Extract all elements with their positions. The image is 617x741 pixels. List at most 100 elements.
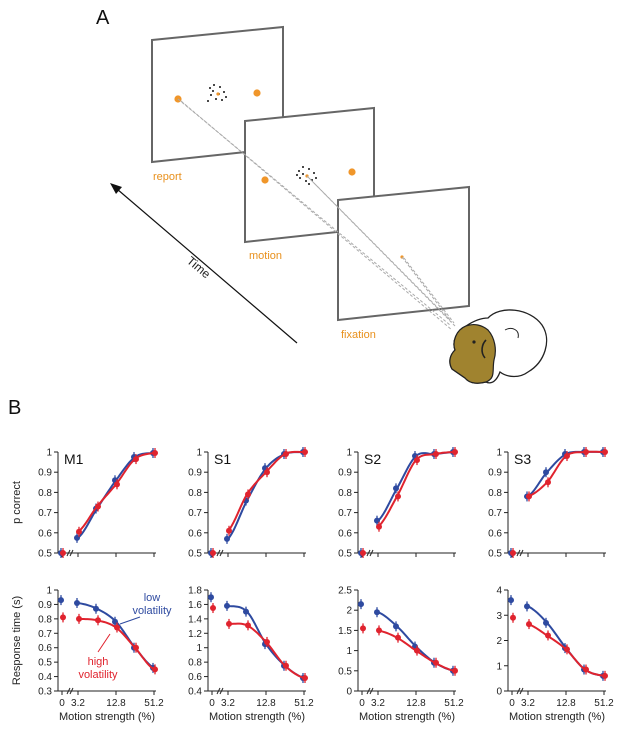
data-point-high bbox=[510, 550, 516, 556]
y-tick-label: 0.9 bbox=[38, 600, 52, 611]
data-point-low bbox=[393, 485, 399, 492]
data-point-high bbox=[414, 457, 420, 464]
data-point-high bbox=[564, 453, 570, 460]
data-point-high bbox=[545, 479, 551, 486]
data-point-high bbox=[302, 675, 308, 682]
stage-label-fixation: fixation bbox=[341, 329, 376, 341]
y-tick-label: 0.8 bbox=[188, 488, 202, 499]
data-point-high bbox=[376, 627, 382, 634]
fit-line-high bbox=[228, 622, 305, 679]
axis-break-mark bbox=[216, 687, 221, 695]
data-point-high bbox=[433, 659, 439, 666]
data-point-high bbox=[395, 493, 401, 500]
data-point-high bbox=[452, 449, 458, 455]
data-point-high bbox=[283, 451, 289, 458]
data-point-high bbox=[526, 621, 532, 628]
data-point-high bbox=[302, 449, 308, 455]
x-tick-label: 51.2 bbox=[594, 698, 614, 709]
x-tick-label: 3.2 bbox=[71, 698, 85, 709]
axis-break-mark bbox=[369, 549, 374, 557]
data-point-low bbox=[208, 594, 214, 601]
y-tick-label: 0.6 bbox=[38, 528, 52, 539]
time-label: Time bbox=[184, 254, 213, 282]
data-point-high bbox=[210, 605, 216, 612]
x-axis-label: Motion strength (%) bbox=[509, 711, 605, 723]
axis-break-mark bbox=[366, 687, 371, 695]
y-tick-label: 0.6 bbox=[188, 528, 202, 539]
fit-line-low bbox=[527, 605, 605, 677]
data-point-low bbox=[524, 603, 530, 610]
report-right-target bbox=[253, 89, 261, 97]
data-point-high bbox=[95, 617, 101, 624]
legend-high-leader bbox=[97, 633, 111, 653]
y-tick-label: 0.7 bbox=[188, 508, 202, 519]
y-tick-label: 1.6 bbox=[188, 600, 202, 611]
data-point-low bbox=[543, 469, 549, 476]
y-tick-label: 0.8 bbox=[338, 488, 352, 499]
x-tick-label: 12.8 bbox=[106, 698, 126, 709]
data-point-high bbox=[264, 638, 270, 645]
y-tick-label: 0.9 bbox=[488, 468, 502, 479]
data-point-high bbox=[133, 456, 139, 463]
y-tick-label: 0.6 bbox=[188, 672, 202, 683]
chart-2: 0.5 0.6 0.7 0.8 0.9 1 S1 bbox=[188, 447, 308, 560]
data-point-high bbox=[152, 666, 158, 673]
data-point-high bbox=[452, 667, 458, 674]
axis-break-mark bbox=[219, 687, 224, 695]
data-point-high bbox=[583, 666, 589, 673]
chart-5: 0.3 0.4 0.5 0.6 0.7 0.8 0.9 1 0 3.2 12.8 51.2 Respon… bbox=[11, 586, 164, 724]
x-axis-label: Motion strength (%) bbox=[209, 711, 305, 723]
data-point-high bbox=[602, 449, 608, 455]
motion-dot-patch bbox=[296, 166, 317, 185]
y-tick-label: 0.5 bbox=[38, 549, 52, 560]
data-point-high bbox=[76, 615, 82, 622]
chart-title: S1 bbox=[214, 451, 231, 467]
data-point-low bbox=[93, 605, 99, 612]
chart-3: 0.5 0.6 0.7 0.8 0.9 1 S2 bbox=[338, 447, 458, 560]
data-point-high bbox=[76, 528, 82, 535]
data-point-high bbox=[226, 527, 232, 534]
data-point-high bbox=[245, 622, 251, 629]
chart-4: 0.5 0.6 0.7 0.8 0.9 1 S3 bbox=[488, 447, 608, 560]
chart-title: M1 bbox=[64, 451, 84, 467]
psychometric-chronometric-charts: 0.50.60.70.80.91 M1p correct0.50.60.70.80… bbox=[11, 447, 614, 723]
y-tick-label: 1.2 bbox=[188, 629, 202, 640]
y-tick-label: 0.7 bbox=[38, 629, 52, 640]
fit-line-low bbox=[77, 452, 155, 539]
y-tick-label: 0.7 bbox=[38, 508, 52, 519]
axis-break-mark bbox=[519, 549, 524, 557]
y-tick-label: 4 bbox=[496, 586, 502, 597]
axis-break-mark bbox=[66, 549, 71, 557]
y-tick-label: 1 bbox=[496, 448, 502, 459]
panel-b-label: B bbox=[8, 397, 21, 419]
axis-break-mark bbox=[216, 549, 221, 557]
y-tick-label: 1.4 bbox=[188, 614, 202, 625]
x-tick-label: 0 bbox=[59, 698, 65, 709]
data-point-high bbox=[376, 523, 382, 530]
y-axis-label: p correct bbox=[11, 481, 23, 524]
y-tick-label: 0.7 bbox=[488, 508, 502, 519]
stage-label-report: report bbox=[153, 171, 182, 183]
chart-8: 0 1 2 3 4 0 3.2 12.8 51.2 Motion strength (%) bbox=[496, 586, 614, 724]
x-axis-label: Motion strength (%) bbox=[59, 711, 155, 723]
axis-break-mark bbox=[516, 687, 521, 695]
y-tick-label: 0.5 bbox=[338, 666, 352, 677]
data-point-high bbox=[414, 647, 420, 654]
fixation-screen bbox=[337, 185, 470, 322]
x-tick-label: 3.2 bbox=[371, 698, 385, 709]
axis-break-mark bbox=[366, 549, 371, 557]
y-tick-label: 0.6 bbox=[38, 643, 52, 654]
axis-break-mark bbox=[69, 549, 74, 557]
data-point-high bbox=[545, 632, 551, 639]
legend-low-leader bbox=[119, 616, 141, 625]
data-point-high bbox=[602, 672, 608, 679]
y-tick-label: 0.5 bbox=[338, 549, 352, 560]
data-point-high bbox=[360, 625, 366, 632]
y-tick-label: 0.8 bbox=[38, 488, 52, 499]
chart-title: S3 bbox=[514, 451, 531, 467]
chart-7: 0 0.5 1 1.5 2 2.5 0 3.2 12.8 51.2 Motion strength … bbox=[338, 586, 464, 724]
data-point-high bbox=[264, 469, 270, 476]
data-point-high bbox=[526, 493, 532, 500]
y-tick-label: 1 bbox=[346, 448, 352, 459]
